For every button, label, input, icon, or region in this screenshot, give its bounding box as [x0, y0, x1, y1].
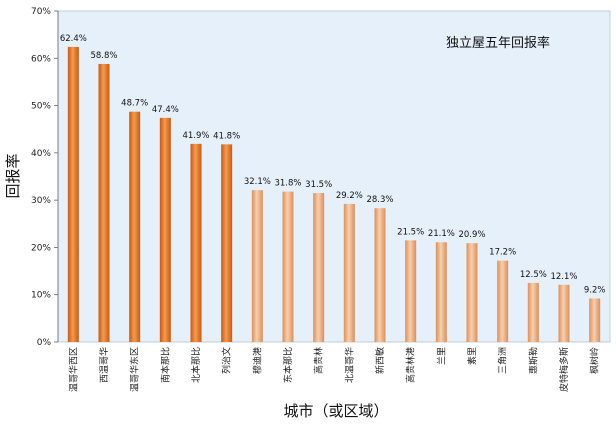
bar	[129, 111, 141, 343]
x-tick-label: 素里	[466, 347, 478, 365]
data-label: 12.1%	[550, 272, 577, 282]
data-label: 62.4%	[60, 34, 87, 44]
x-tick-label: 温哥华西区	[67, 347, 79, 392]
data-label: 41.8%	[213, 131, 240, 141]
bar	[67, 46, 79, 343]
y-axis-title: 回报率	[4, 153, 22, 198]
data-label: 17.2%	[489, 248, 516, 258]
x-tick-label: 东本那比	[282, 347, 294, 383]
x-tick-label: 惠斯勒	[527, 347, 539, 374]
data-label: 12.5%	[520, 270, 547, 280]
x-tick-label: 穆迪港	[251, 347, 263, 374]
data-label: 41.9%	[182, 131, 209, 141]
bar	[589, 298, 601, 342]
x-tick-label: 列治文	[221, 347, 233, 374]
x-tick-label: 新西敏	[374, 347, 386, 374]
y-tick-label: 40%	[31, 149, 51, 159]
bar	[343, 203, 355, 342]
bar	[466, 243, 478, 342]
y-tick-label: 60%	[31, 54, 51, 64]
data-label: 21.5%	[397, 227, 424, 237]
x-tick-label: 枫树岭	[589, 347, 601, 374]
bar	[221, 144, 233, 342]
x-tick-label: 高贵林	[313, 347, 325, 374]
bar	[313, 193, 325, 342]
data-label: 58.8%	[90, 51, 117, 61]
bar	[251, 190, 263, 342]
data-label: 31.5%	[305, 180, 332, 190]
x-tick-label: 温哥华东区	[129, 347, 141, 392]
bars	[67, 46, 601, 343]
data-label: 47.4%	[152, 105, 179, 115]
plot-area	[57, 10, 611, 343]
x-tick-label: 北本那比	[190, 347, 202, 383]
data-label: 31.8%	[274, 179, 301, 189]
bar	[405, 240, 417, 342]
chart-title: 独立屋五年回报率	[446, 35, 550, 51]
y-tick-label: 10%	[31, 291, 51, 301]
x-axis-category-labels: 温哥华西区 西温哥华 温哥华东区 南本那比 北本那比 列治文 穆迪港 东本那比 高贵林 北温哥华 新…	[67, 347, 600, 392]
x-tick-label: 高贵林港	[405, 347, 417, 383]
bar	[98, 63, 110, 343]
y-tick-label: 70%	[31, 7, 51, 17]
bar	[558, 284, 570, 342]
data-label: 9.2%	[584, 285, 606, 295]
x-tick-label: 西温哥华	[98, 347, 110, 383]
data-label: 48.7%	[121, 99, 148, 109]
y-tick-label: 50%	[31, 102, 51, 112]
data-label: 20.9%	[458, 230, 485, 240]
data-label: 21.1%	[428, 229, 455, 239]
x-tick-label: 兰里	[435, 347, 447, 365]
bar	[374, 208, 386, 342]
bar	[435, 242, 447, 342]
data-label: 29.2%	[336, 191, 363, 201]
bar	[497, 260, 509, 342]
x-axis-title: 城市（或区域）	[283, 402, 388, 420]
y-tick-label: 30%	[31, 196, 51, 206]
data-label: 28.3%	[366, 195, 393, 205]
x-tick-label: 北温哥华	[343, 347, 355, 383]
x-tick-label: 南本那比	[159, 347, 171, 383]
bar	[159, 117, 171, 342]
y-axis: 0% 10% 20% 30% 40% 50% 60% 70%	[31, 7, 59, 348]
bar	[282, 191, 294, 342]
x-tick-label: 三角洲	[497, 347, 509, 374]
data-labels: 62.4%58.8% 48.7% 47.4% 41.9% 41.8% 32.1% 31.8%…	[60, 34, 606, 296]
y-tick-label: 20%	[31, 243, 51, 253]
x-tick-label: 皮特梅多斯	[558, 347, 570, 392]
y-tick-label: 0%	[37, 338, 52, 348]
data-label: 32.1%	[244, 177, 271, 187]
bar	[527, 282, 539, 342]
bar	[190, 143, 202, 342]
